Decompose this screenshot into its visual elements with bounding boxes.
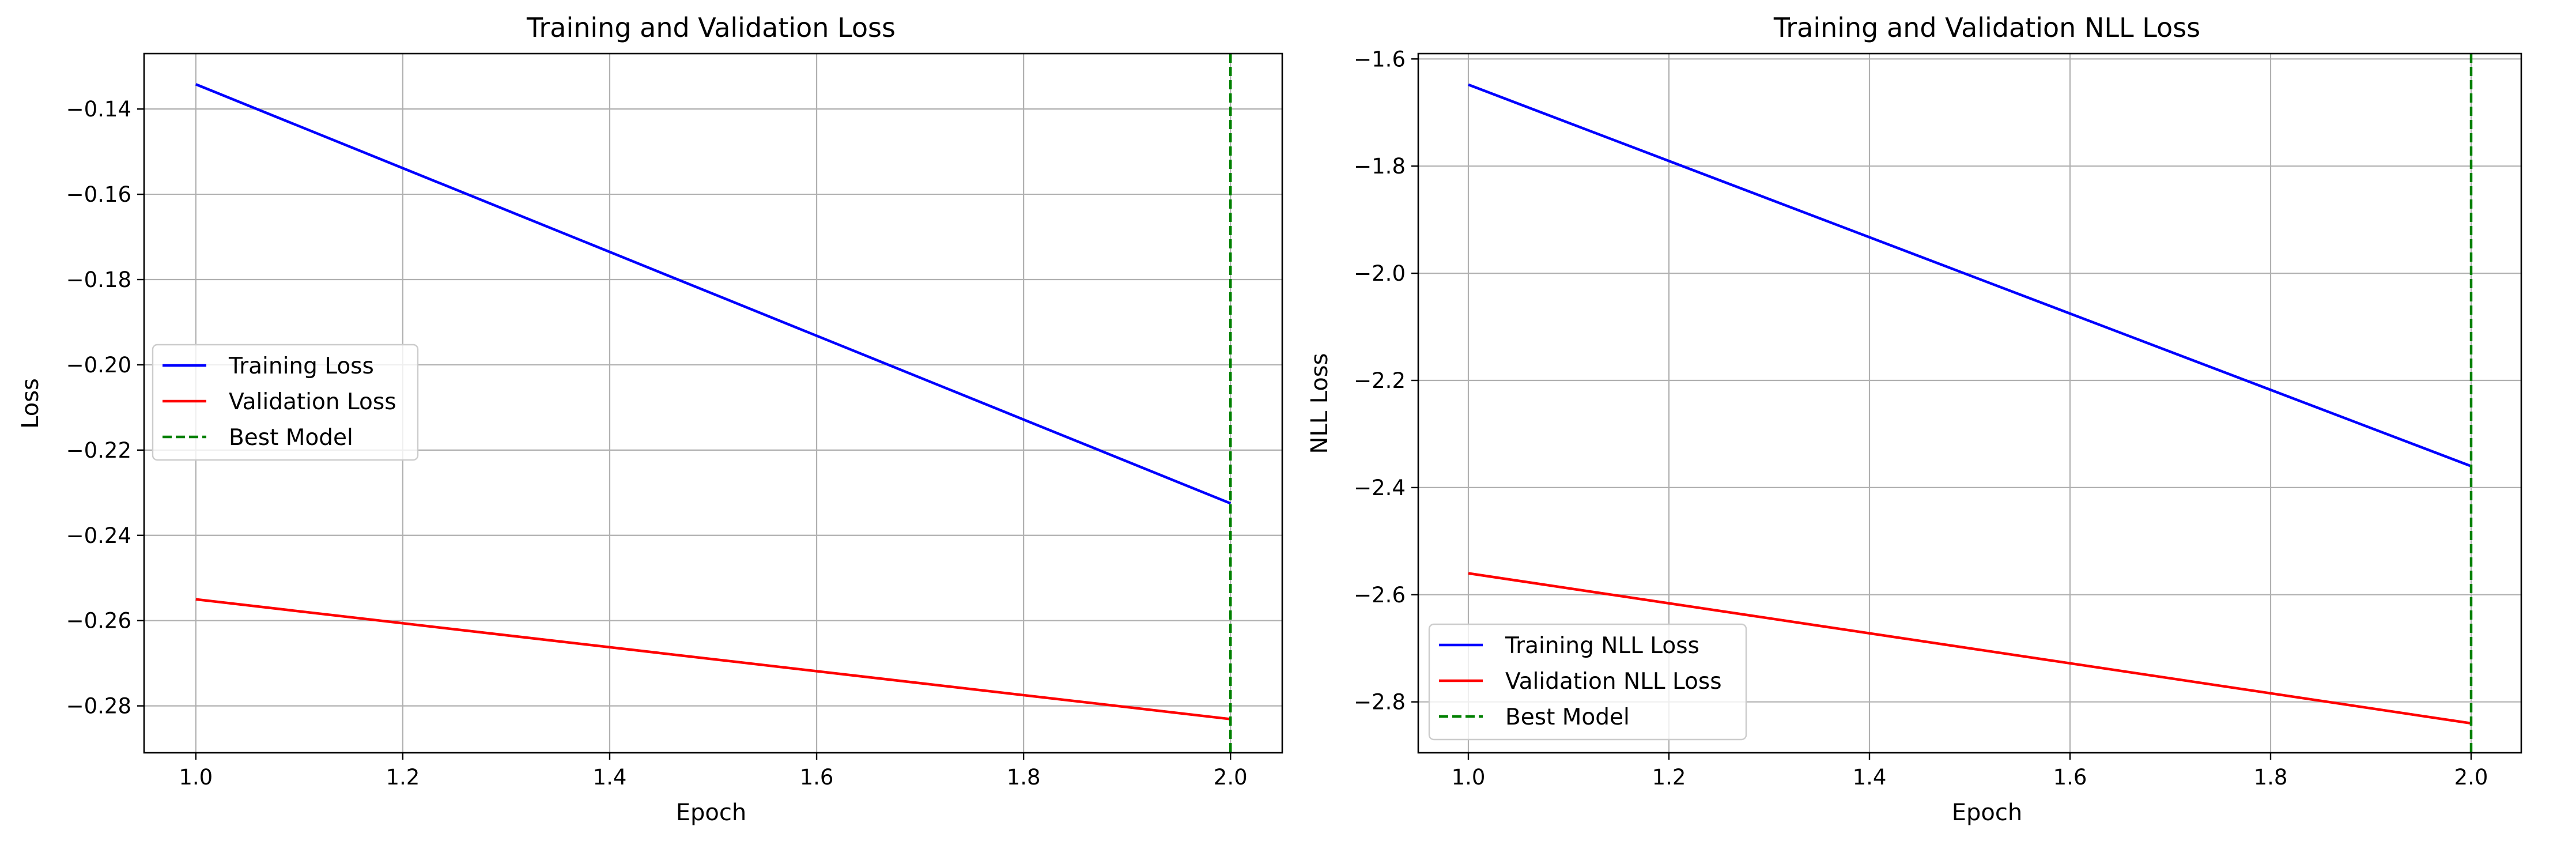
y-tick-label: −0.22 (66, 438, 131, 463)
plot-area: 1.0 1.2 1.4 1.6 1.8 2.0 −0.28 −0.26 −0.24 −0.22 −0… (66, 52, 1283, 790)
series-line-0 (195, 83, 1232, 505)
y-axis-label: Loss (17, 378, 44, 429)
y-tick-label: −0.26 (66, 609, 131, 633)
legend: Training Loss Validation Loss Best Model (152, 344, 419, 461)
legend-box (1428, 623, 1747, 741)
x-tick-label: 1.0 (179, 765, 213, 790)
y-tick-label: −2.8 (1354, 690, 1406, 715)
chart-loss: Training and Validation Loss Epoch Loss … (17, 12, 1283, 826)
y-tick-label: −0.16 (66, 182, 131, 207)
y-tick-label: −0.28 (66, 694, 131, 719)
y-axis-label: NLL Loss (1306, 353, 1333, 454)
y-tick-label: −1.8 (1354, 154, 1406, 179)
x-tick-label: 2.0 (1214, 765, 1248, 790)
chart-nll-loss: Training and Validation NLL Loss Epoch N… (1306, 12, 2522, 826)
legend-label-1: Validation Loss (229, 389, 396, 415)
y-tick-label: −0.24 (66, 523, 131, 548)
y-tick-label: −1.6 (1354, 47, 1406, 71)
x-tick-label: 1.8 (1007, 765, 1041, 790)
x-tick-label: 1.4 (1853, 765, 1887, 790)
legend-label-1: Validation NLL Loss (1505, 669, 1722, 695)
legend: Training NLL Loss Validation NLL Loss Best… (1428, 623, 1747, 741)
x-axis-label: Epoch (676, 799, 746, 826)
x-tick-label: 1.8 (2254, 765, 2288, 790)
legend-box (152, 344, 419, 461)
series-line-0 (1468, 83, 2472, 467)
y-tick-label: −2.4 (1354, 476, 1406, 500)
x-tick-label: 1.2 (386, 765, 420, 790)
x-tick-label: 1.6 (800, 765, 834, 790)
y-tick-label: −0.18 (66, 267, 131, 292)
y-tick-label: −0.14 (66, 97, 131, 122)
legend-label-2: Best Model (1505, 704, 1630, 730)
y-tick-label: −0.20 (66, 353, 131, 378)
series-line-1 (195, 598, 1231, 720)
axes-frame (143, 52, 1283, 754)
y-tick-label: −2.6 (1354, 583, 1406, 608)
legend-label-0: Training Loss (228, 353, 374, 379)
series-line-1 (1468, 572, 2472, 725)
x-tick-label: 1.0 (1452, 765, 1486, 790)
x-tick-label: 1.6 (2053, 765, 2087, 790)
y-tick-label: −2.0 (1354, 261, 1406, 286)
plot-area: 1.0 1.2 1.4 1.6 1.8 2.0 −2.8 −2.6 −2.4 −2.2 −2.0 −1… (1354, 47, 2522, 790)
legend-label-0: Training NLL Loss (1505, 633, 1699, 659)
x-axis-label: Epoch (1952, 799, 2022, 826)
y-tick-label: −2.2 (1354, 368, 1406, 393)
axes-frame (1417, 52, 2522, 754)
chart-title: Training and Validation Loss (526, 12, 896, 43)
chart-title: Training and Validation NLL Loss (1773, 12, 2200, 43)
x-tick-label: 2.0 (2454, 765, 2488, 790)
x-tick-label: 1.2 (1652, 765, 1686, 790)
x-tick-label: 1.4 (593, 765, 627, 790)
legend-label-2: Best Model (229, 425, 353, 451)
